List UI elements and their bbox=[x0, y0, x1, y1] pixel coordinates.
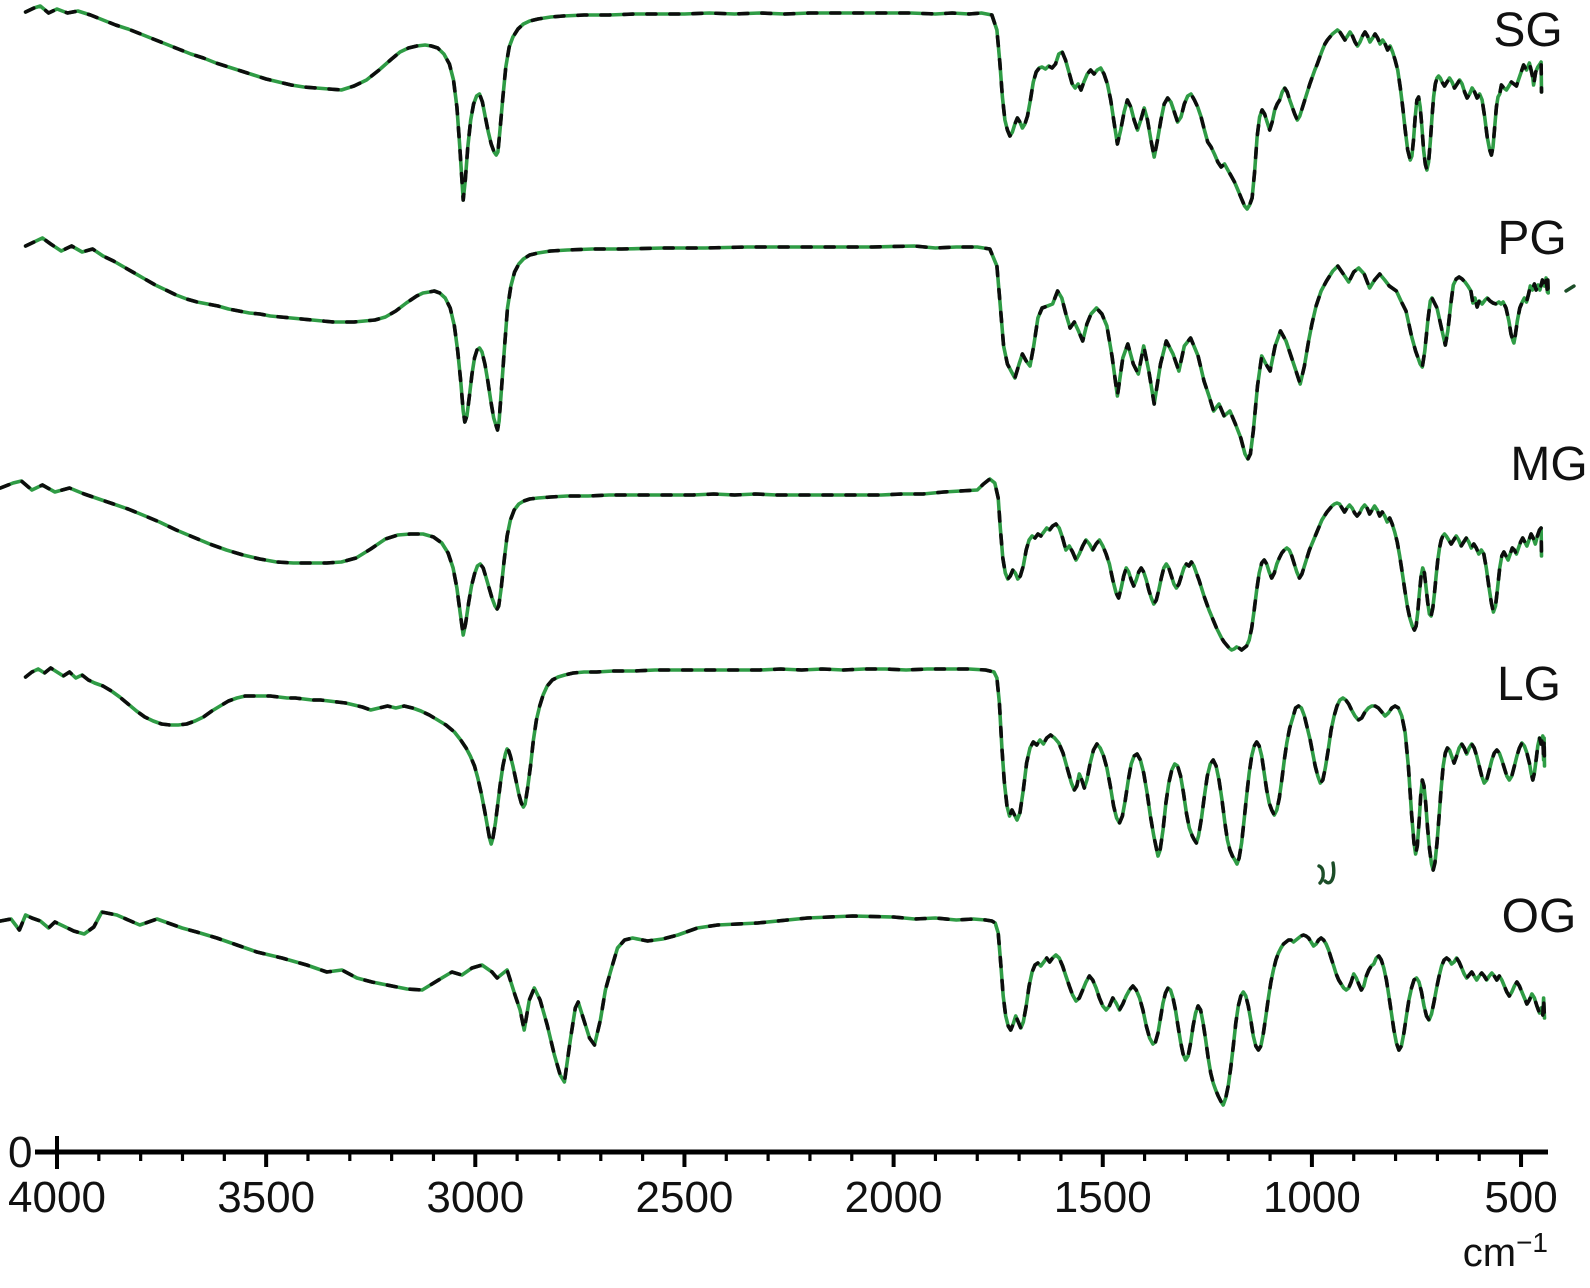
x-tick-label-3500: 3500 bbox=[217, 1173, 315, 1222]
series-label-pg: PG bbox=[1497, 212, 1566, 265]
series-label-sg: SG bbox=[1493, 4, 1562, 57]
trace-line-dash-pg bbox=[23, 236, 1550, 461]
x-tick-label-2500: 2500 bbox=[636, 1173, 734, 1222]
trace-line-dash-mg bbox=[0, 477, 1544, 652]
hook-mark-below-LG bbox=[1323, 861, 1336, 885]
x-axis-ticks bbox=[55, 1136, 1524, 1169]
x-axis-tick-labels: 4000 3500 3000 2500 2000 1500 1000 500 bbox=[8, 1173, 1558, 1222]
trace-line-green-og bbox=[0, 910, 1547, 1107]
detached-dash-right-of-PG bbox=[1564, 284, 1576, 293]
trace-line-dash-lg bbox=[23, 666, 1547, 872]
trace-line-dash-og bbox=[0, 910, 1547, 1107]
comma-mark-below-LG bbox=[1317, 864, 1325, 885]
spectra-traces bbox=[0, 4, 1550, 1107]
series-label-og: OG bbox=[1502, 890, 1577, 943]
trace-line-green-mg bbox=[0, 477, 1544, 652]
x-tick-label-500: 500 bbox=[1484, 1173, 1557, 1222]
series-label-lg: LG bbox=[1497, 658, 1561, 711]
y-axis-origin-label: 0 bbox=[8, 1128, 32, 1177]
x-tick-label-1500: 1500 bbox=[1054, 1173, 1152, 1222]
x-tick-label-4000: 4000 bbox=[8, 1173, 106, 1222]
spectrum-trace-lg bbox=[23, 666, 1547, 872]
series-labels: SG PG MG LG OG bbox=[1493, 4, 1587, 943]
spectrum-trace-og bbox=[0, 910, 1547, 1107]
x-tick-label-2000: 2000 bbox=[845, 1173, 943, 1222]
spectrum-trace-pg bbox=[23, 236, 1550, 461]
series-label-mg: MG bbox=[1510, 438, 1587, 491]
trace-line-green-sg bbox=[23, 4, 1544, 211]
x-axis-unit-exponent: −1 bbox=[1516, 1227, 1548, 1258]
x-axis-unit-base: cm bbox=[1463, 1231, 1516, 1275]
trace-line-dash-sg bbox=[23, 4, 1544, 211]
trace-line-green-pg bbox=[23, 236, 1550, 461]
x-axis-unit-label: cm−1 bbox=[1463, 1227, 1548, 1275]
spectrum-trace-mg bbox=[0, 477, 1544, 652]
x-axis: 4000 3500 3000 2500 2000 1500 1000 500 0 cm−1 bbox=[8, 1128, 1558, 1275]
x-tick-label-1000: 1000 bbox=[1263, 1173, 1361, 1222]
spectrum-trace-sg bbox=[23, 4, 1544, 211]
x-tick-label-3000: 3000 bbox=[426, 1173, 524, 1222]
stray-marks bbox=[1317, 284, 1576, 885]
